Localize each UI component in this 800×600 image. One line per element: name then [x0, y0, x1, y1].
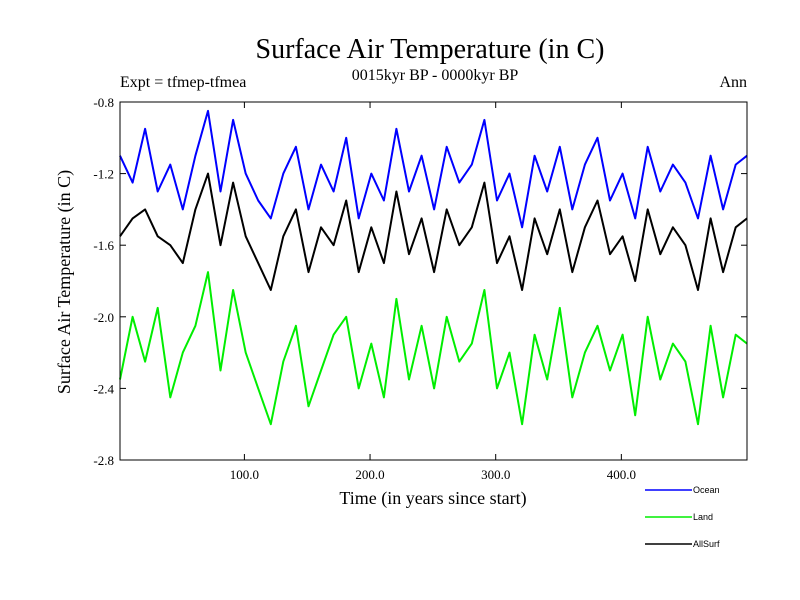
x-axis-title: Time (in years since start)	[339, 488, 526, 509]
series-layer	[119, 109, 748, 426]
x-tick-label: 100.0	[230, 467, 259, 482]
plot-frame	[119, 101, 748, 461]
y-tick-label: -1.6	[93, 238, 114, 253]
y-tick-label: -2.4	[93, 381, 114, 396]
chart-title: Surface Air Temperature (in C)	[256, 34, 605, 65]
season-label: Ann	[719, 74, 747, 91]
y-tick-label: -2.0	[93, 310, 114, 325]
x-tick-label: 400.0	[607, 467, 636, 482]
series-line-allsurf	[119, 172, 748, 291]
experiment-label: Expt = tfmep-tfmea	[120, 74, 246, 91]
x-tick-label: 200.0	[355, 467, 384, 482]
series-line-ocean	[119, 109, 748, 229]
y-tick-label: -1.2	[93, 167, 114, 182]
legend: Ocean Land AllSurf	[645, 485, 720, 549]
legend-label-land: Land	[693, 512, 713, 522]
series-line-land	[119, 271, 748, 426]
y-tick-label: -0.8	[93, 95, 114, 110]
legend-label-allsurf: AllSurf	[693, 539, 720, 549]
y-tick-label: -2.8	[93, 453, 114, 468]
y-axis-title: Surface Air Temperature (in C)	[54, 170, 75, 394]
axis-layer: -2.8 -2.4 -2.0 -1.6 -1.2 -0.8 100.0 200.0 300.0 4…	[93, 95, 747, 482]
legend-label-ocean: Ocean	[693, 485, 720, 495]
chart-subtitle: 0015kyr BP - 0000kyr BP	[352, 67, 519, 84]
x-tick-label: 300.0	[481, 467, 510, 482]
